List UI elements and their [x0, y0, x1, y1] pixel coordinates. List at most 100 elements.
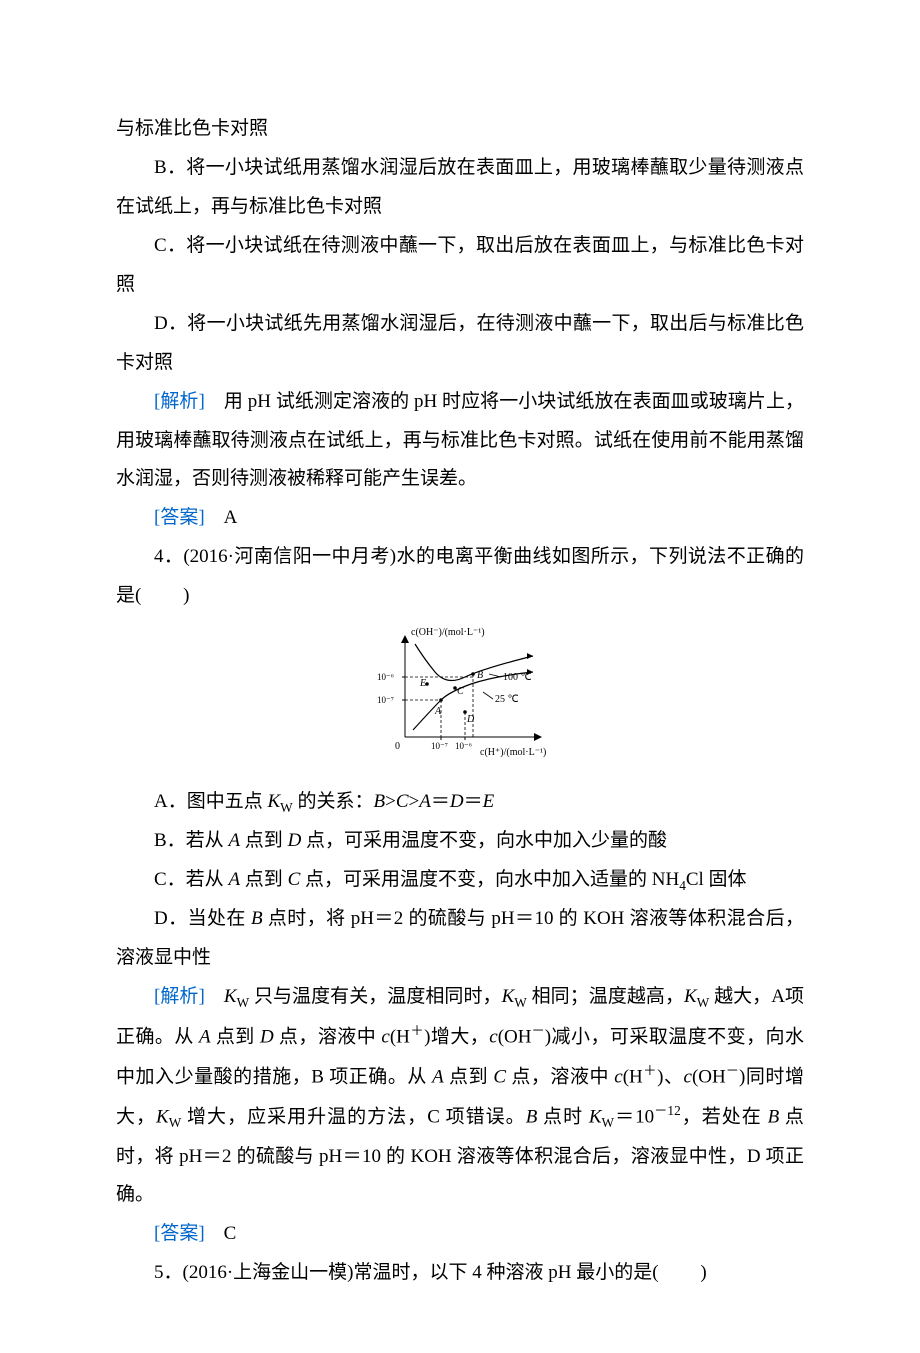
- q5-paren-close: ): [700, 1262, 706, 1283]
- svg-text:100 ℃: 100 ℃: [503, 672, 532, 683]
- a4-t2: 相同；温度越高，: [527, 986, 684, 1007]
- svg-text:c(H⁺)/(mol·L⁻¹): c(H⁺)/(mol·L⁻¹): [480, 747, 546, 758]
- a4-t12: 增大，应采用升温的方法，C 项错误。: [181, 1107, 525, 1128]
- kw2-k: K: [502, 986, 515, 1007]
- hp1: (H: [390, 1026, 410, 1047]
- rel-b: B: [374, 791, 386, 812]
- svg-text:c(OH⁻)/(mol·L⁻¹): c(OH⁻)/(mol·L⁻¹): [411, 627, 485, 638]
- a4-pa2: A: [432, 1066, 444, 1087]
- svg-text:B: B: [477, 670, 483, 681]
- option-c: C．将一小块试纸在待测液中蘸一下，取出后放在表面皿上，与标准比色卡对照: [116, 227, 804, 305]
- q4-paren-close: ): [183, 585, 189, 606]
- question-4-figure: c(OH⁻)/(mol·L⁻¹)c(H⁺)/(mol·L⁻¹)010⁻⁶10⁻⁷…: [116, 622, 804, 777]
- a4-t8: 点到: [444, 1066, 494, 1087]
- answer4-label: [答案]: [154, 1223, 205, 1244]
- question-5-stem: 5．(2016·上海金山一模)常温时，以下 4 种溶液 pH 最小的是(): [116, 1254, 804, 1293]
- svg-text:A: A: [434, 706, 442, 717]
- q4c-a: A: [228, 869, 240, 890]
- a4-t9: 点，溶液中: [506, 1066, 614, 1087]
- kw1-w: W: [237, 995, 250, 1010]
- a4-pb2: B: [768, 1107, 780, 1128]
- option-a-continued: 与标准比色卡对照: [116, 110, 804, 149]
- q4d-b: B: [251, 908, 263, 929]
- a4-t14: ＝10: [614, 1107, 654, 1128]
- q4-option-a: A．图中五点 KW 的关系：B>C>A＝D＝E: [116, 783, 804, 822]
- answer-4-value: C: [205, 1223, 237, 1244]
- answer-label: [答案]: [154, 507, 205, 528]
- q4-text: 4．(2016·河南信阳一中月考)水的电离平衡曲线如图所示，下列说法不正确的是(: [116, 546, 804, 606]
- kw-k: K: [267, 791, 280, 812]
- a4-pa1: A: [199, 1026, 211, 1047]
- q4b-2: 点到: [240, 830, 288, 851]
- rel-d: D: [450, 791, 464, 812]
- rel-gt2: >: [409, 791, 420, 812]
- kw4-k: K: [156, 1107, 169, 1128]
- a4-gap: [205, 986, 224, 1007]
- kw-w: W: [280, 800, 293, 815]
- analysis4-label: [解析]: [154, 986, 205, 1007]
- question-4-stem: 4．(2016·河南信阳一中月考)水的电离平衡曲线如图所示，下列说法不正确的是(…: [116, 538, 804, 616]
- rel-eq2: ＝: [464, 791, 483, 812]
- rel-gt1: >: [385, 791, 396, 812]
- coh2: c: [684, 1066, 692, 1087]
- q4b-a: A: [228, 830, 240, 851]
- svg-text:10⁻⁷: 10⁻⁷: [377, 695, 394, 705]
- a4-t1: 只与温度有关，温度相同时，: [249, 986, 501, 1007]
- q4a-pre: A．图中五点: [154, 791, 267, 812]
- option-d: D．将一小块试纸先用蒸馏水润湿后，在待测液中蘸一下，取出后与标准比色卡对照: [116, 305, 804, 383]
- svg-text:10⁻⁶: 10⁻⁶: [377, 672, 394, 682]
- nh4-sub: 4: [679, 878, 686, 893]
- svg-text:C: C: [457, 686, 464, 697]
- svg-text:D: D: [466, 714, 475, 725]
- kw5-k: K: [589, 1107, 602, 1128]
- rel-e: E: [483, 791, 495, 812]
- ch1: c: [381, 1026, 389, 1047]
- q4a-post: 的关系：: [293, 791, 374, 812]
- q4c-1: C．若从: [154, 869, 228, 890]
- hp2s: ＋: [643, 1063, 657, 1078]
- kw1-k: K: [224, 986, 237, 1007]
- kw3-w: W: [697, 995, 710, 1010]
- rel-a: A: [419, 791, 431, 812]
- answer-3: [答案] A: [116, 499, 804, 538]
- q4d-1: D．当处在: [154, 908, 251, 929]
- analysis-4: [解析] KW 只与温度有关，温度相同时，KW 相同；温度越高，KW 越大，A项…: [116, 978, 804, 1216]
- kw4-w: W: [169, 1115, 182, 1130]
- svg-text:E: E: [419, 678, 426, 689]
- equilibrium-chart: c(OH⁻)/(mol·L⁻¹)c(H⁺)/(mol·L⁻¹)010⁻⁶10⁻⁷…: [365, 622, 555, 762]
- ohm2: (OH: [692, 1066, 726, 1087]
- option-b: B．将一小块试纸用蒸馏水润湿后放在表面皿上，用玻璃棒蘸取少量待测液点在试纸上，再…: [116, 149, 804, 227]
- a4-t13: 点时: [537, 1107, 589, 1128]
- a4-t6: 增大，: [430, 1026, 489, 1047]
- q4b-d: D: [288, 830, 302, 851]
- a4-t10: 、: [663, 1066, 683, 1087]
- q4c-4: Cl 固体: [686, 869, 747, 890]
- a4-t15: ，若处在: [681, 1107, 768, 1128]
- q4c-c: C: [288, 869, 301, 890]
- kw5-w: W: [602, 1115, 615, 1130]
- a4-t4: 点到: [211, 1026, 260, 1047]
- answer-4: [答案] C: [116, 1215, 804, 1254]
- ohm1: (OH: [498, 1026, 532, 1047]
- analysis-label: [解析]: [154, 391, 205, 412]
- hp2: (H: [623, 1066, 643, 1087]
- svg-text:25 ℃: 25 ℃: [495, 694, 519, 705]
- svg-text:10⁻⁷: 10⁻⁷: [431, 741, 448, 751]
- coh1: c: [489, 1026, 497, 1047]
- a4-pb1: B: [526, 1107, 538, 1128]
- q4c-2: 点到: [240, 869, 288, 890]
- q5-text: 5．(2016·上海金山一模)常温时，以下 4 种溶液 pH 最小的是(: [154, 1262, 659, 1283]
- a4-pd: D: [260, 1026, 274, 1047]
- kw3-k: K: [684, 986, 697, 1007]
- document-page: 与标准比色卡对照 B．将一小块试纸用蒸馏水润湿后放在表面皿上，用玻璃棒蘸取少量待…: [0, 0, 920, 1353]
- q4c-3: 点，可采用温度不变，向水中加入适量的 NH: [300, 869, 679, 890]
- ohm2s: －: [726, 1063, 739, 1078]
- neg12: －12: [654, 1103, 681, 1118]
- q4b-3: 点，可采用温度不变，向水中加入少量的酸: [301, 830, 667, 851]
- ch2: c: [614, 1066, 622, 1087]
- answer-3-value: A: [205, 507, 238, 528]
- ohm1s: －: [531, 1023, 544, 1038]
- svg-text:10⁻⁶: 10⁻⁶: [455, 741, 472, 751]
- a4-t5: 点，溶液中: [274, 1026, 382, 1047]
- rel-c: C: [396, 791, 409, 812]
